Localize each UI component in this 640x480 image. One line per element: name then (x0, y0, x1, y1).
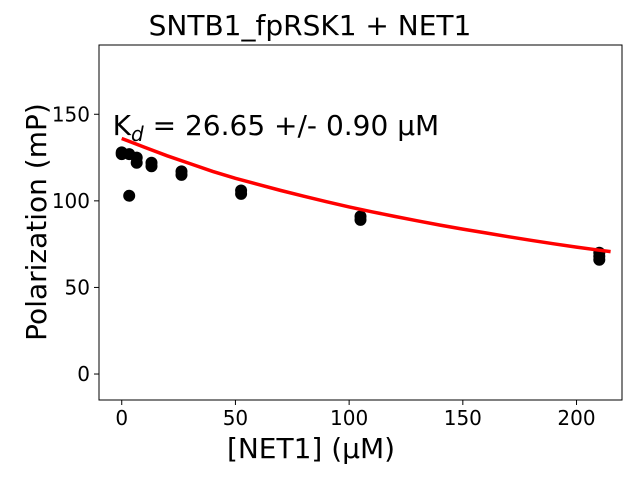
kd-unit: μM (397, 109, 439, 142)
data-point (354, 213, 367, 226)
y-axis: 0 50 100 150 (52, 102, 99, 386)
data-point (235, 187, 248, 200)
data-point (130, 156, 143, 169)
data-point (593, 253, 606, 266)
x-tick-label: 100 (330, 406, 368, 430)
data-point (145, 160, 158, 173)
kd-subscript: d (131, 122, 144, 146)
fit-line (121, 136, 611, 254)
y-tick-label: 150 (52, 102, 90, 126)
plot-frame (98, 44, 623, 401)
kd-value: = 26.65 +/- 0.90 (144, 109, 397, 142)
x-tick-label: 200 (557, 406, 595, 430)
x-tick-label: 0 (115, 406, 128, 430)
x-axis: 0 50 100 150 200 (115, 400, 596, 430)
plot-area (115, 136, 611, 266)
kd-prefix: K (113, 109, 132, 142)
kd-annotation: Kd = 26.65 +/- 0.90 μM (113, 109, 440, 146)
data-point (175, 168, 188, 181)
y-tick-label: 100 (52, 189, 90, 213)
y-tick-label: 50 (65, 275, 90, 299)
x-tick-label: 150 (444, 406, 482, 430)
y-axis-label: Polarization (mP) (20, 103, 53, 341)
y-tick-label: 0 (77, 362, 90, 386)
chart-title: SNTB1_fpRSK1 + NET1 (149, 9, 472, 42)
x-axis-label: [NET1] (μM) (227, 432, 395, 465)
x-tick-label: 50 (223, 406, 248, 430)
data-point (123, 189, 136, 202)
